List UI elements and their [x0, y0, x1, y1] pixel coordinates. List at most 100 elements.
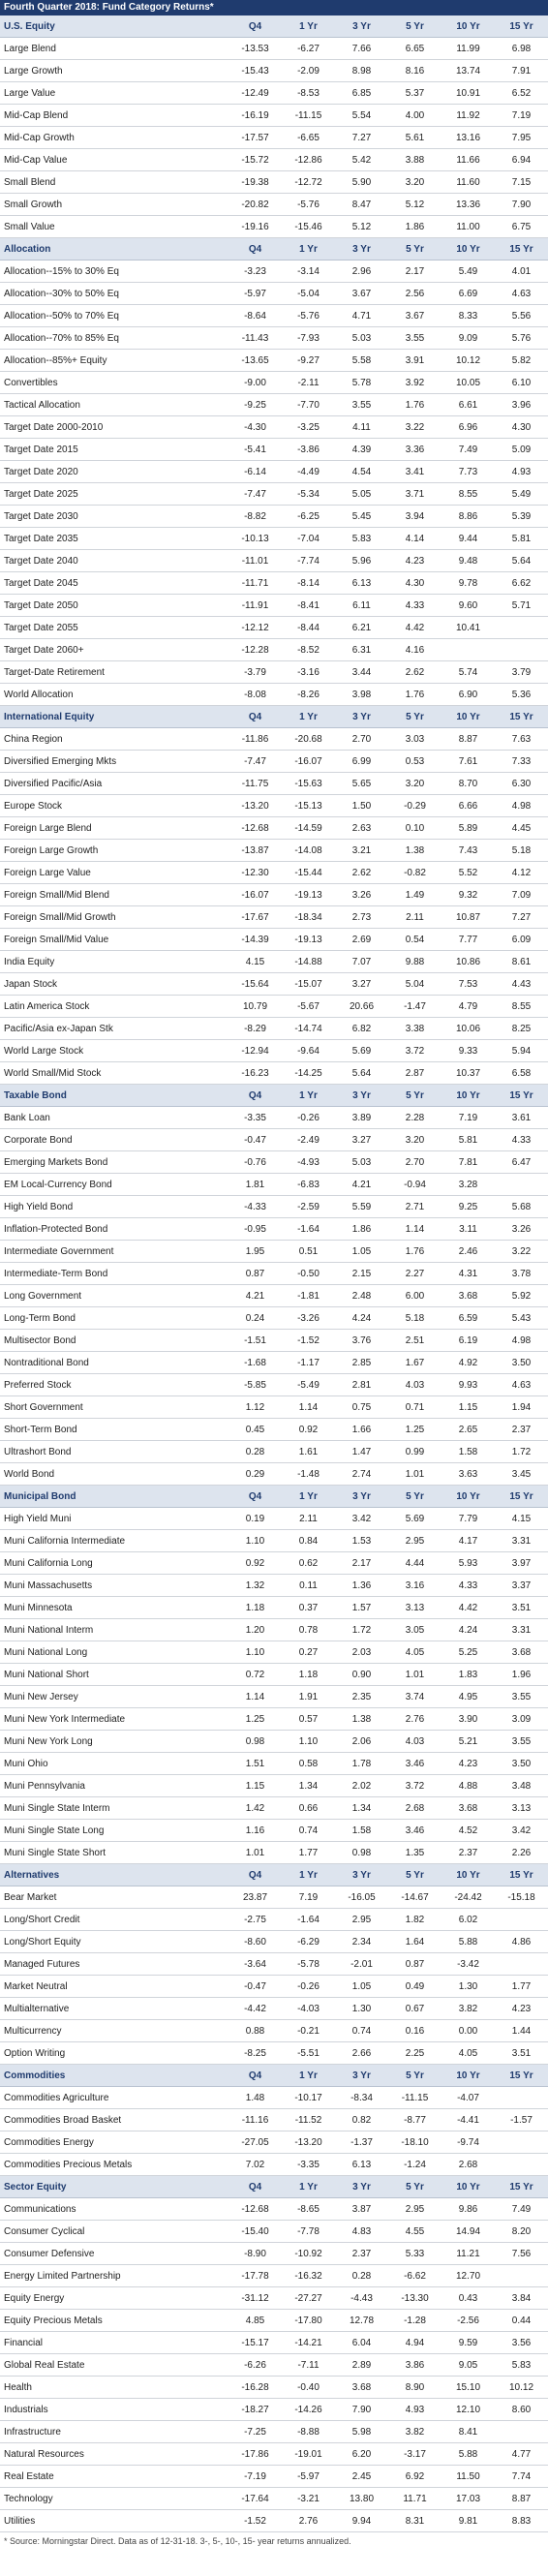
return-value: 10.91	[441, 81, 495, 105]
category-row: World Bond 0.29 -1.48 2.74 1.01 3.63 3.45	[0, 1462, 548, 1486]
return-value: 5.25	[441, 1641, 495, 1664]
return-value: -14.67	[388, 1886, 441, 1909]
return-value: -12.94	[228, 1039, 282, 1062]
return-value: 2.95	[388, 2197, 441, 2221]
return-value: 5.69	[335, 1039, 388, 1062]
category-row: Commodities Broad Basket -11.16 -11.52 0.82…	[0, 2108, 548, 2131]
category-name: Communications	[0, 2197, 228, 2221]
category-name: Target Date 2060+	[0, 638, 228, 661]
category-row: Target Date 2030 -8.82 -6.25 5.45 3.94 8.86 5.…	[0, 505, 548, 528]
category-name: Multialternative	[0, 1997, 228, 2020]
category-row: Target Date 2015 -5.41 -3.86 4.39 3.36 7.49 5.…	[0, 438, 548, 461]
return-value: 8.86	[441, 505, 495, 528]
category-row: Industrials -18.27 -14.26 7.90 4.93 12.10 8.60	[0, 2398, 548, 2421]
return-value: 0.92	[282, 1418, 335, 1441]
column-header: 1 Yr	[282, 705, 335, 728]
return-value: 4.21	[228, 1284, 282, 1307]
return-value: 10.86	[441, 950, 495, 973]
return-value: 1.81	[228, 1173, 282, 1196]
category-name: Muni Single State Interm	[0, 1796, 228, 1820]
return-value: 5.89	[441, 816, 495, 840]
return-value: 6.10	[495, 371, 548, 394]
return-value: 8.87	[441, 727, 495, 751]
return-value: 2.02	[335, 1774, 388, 1797]
return-value: -16.23	[228, 1061, 282, 1085]
category-name: Mid-Cap Blend	[0, 104, 228, 127]
return-value: 0.28	[228, 1440, 282, 1463]
column-header: Q4	[228, 1084, 282, 1107]
return-value: 1.30	[441, 1975, 495, 1998]
return-value: -8.77	[388, 2108, 441, 2131]
column-header: 3 Yr	[335, 2175, 388, 2198]
return-value: 6.92	[388, 2465, 441, 2488]
category-row: Muni California Long 0.92 0.62 2.17 4.44 5.93…	[0, 1551, 548, 1575]
category-row: Energy Limited Partnership -17.78 -16.32 0.…	[0, 2264, 548, 2287]
return-value: 4.33	[388, 594, 441, 617]
return-value: 1.05	[335, 1240, 388, 1263]
return-value: -15.43	[228, 59, 282, 82]
category-name: Target Date 2025	[0, 482, 228, 506]
return-value: 2.25	[388, 2041, 441, 2065]
category-name: Large Blend	[0, 37, 228, 60]
category-name: Target Date 2035	[0, 527, 228, 550]
return-value: 8.41	[441, 2420, 495, 2443]
category-row: Muni Single State Interm 1.42 0.66 1.34 2.68…	[0, 1796, 548, 1820]
return-value: -0.50	[282, 1262, 335, 1285]
category-row: Japan Stock -15.64 -15.07 3.27 5.04 7.53 4.43	[0, 972, 548, 996]
return-value: 1.36	[335, 1574, 388, 1597]
return-value: 1.15	[441, 1395, 495, 1419]
return-value: -15.64	[228, 972, 282, 996]
category-row: Mid-Cap Value -15.72 -12.86 5.42 3.88 11.66 6.…	[0, 148, 548, 171]
return-value: 10.12	[441, 349, 495, 372]
return-value: -15.46	[282, 215, 335, 238]
return-value: -5.85	[228, 1373, 282, 1396]
return-value: 1.34	[282, 1774, 335, 1797]
return-value: -1.68	[228, 1351, 282, 1374]
return-value: 3.90	[441, 1707, 495, 1731]
column-header: 10 Yr	[441, 2064, 495, 2087]
return-value: -11.86	[228, 727, 282, 751]
return-value: -14.21	[282, 2331, 335, 2354]
return-value: 2.37	[495, 1418, 548, 1441]
return-value: 4.23	[495, 1997, 548, 2020]
category-row: Muni Massachusetts 1.32 0.11 1.36 3.16 4.33 3.…	[0, 1574, 548, 1597]
return-value: 4.31	[441, 1262, 495, 1285]
category-row: India Equity 4.15 -14.88 7.07 9.88 10.86 8.61	[0, 950, 548, 973]
column-header: Q4	[228, 2064, 282, 2087]
category-row: Health -16.28 -0.40 3.68 8.90 15.10 10.12	[0, 2376, 548, 2399]
return-value: -6.62	[388, 2264, 441, 2287]
return-value: 1.01	[388, 1663, 441, 1686]
return-value: 0.44	[495, 2309, 548, 2332]
return-value: 1.47	[335, 1440, 388, 1463]
return-value: -3.64	[228, 1952, 282, 1976]
return-value: 4.24	[441, 1618, 495, 1641]
return-value: 0.11	[282, 1574, 335, 1597]
category-row: Mid-Cap Growth -17.57 -6.65 7.27 5.61 13.16 7.…	[0, 126, 548, 149]
return-value: 11.50	[441, 2465, 495, 2488]
category-name: Equity Precious Metals	[0, 2309, 228, 2332]
return-value: 1.58	[335, 1819, 388, 1842]
category-row: Consumer Cyclical -15.40 -7.78 4.83 4.55 14.9…	[0, 2220, 548, 2243]
return-value: 1.76	[388, 683, 441, 706]
return-value: 11.66	[441, 148, 495, 171]
return-value: 5.94	[495, 1039, 548, 1062]
return-value: 3.86	[388, 2353, 441, 2377]
return-value	[495, 2153, 548, 2176]
return-value: 2.03	[335, 1641, 388, 1664]
return-value: 1.96	[495, 1663, 548, 1686]
category-name: Long-Term Bond	[0, 1306, 228, 1330]
return-value: 4.93	[388, 2398, 441, 2421]
return-value: -0.82	[388, 861, 441, 884]
category-name: Muni Minnesota	[0, 1596, 228, 1619]
return-value: 10.37	[441, 1061, 495, 1085]
return-value: -4.93	[282, 1150, 335, 1174]
category-row: China Region -11.86 -20.68 2.70 3.03 8.87 7.63	[0, 727, 548, 751]
return-value	[495, 2264, 548, 2287]
return-value: 5.88	[441, 1930, 495, 1953]
return-value: 8.55	[441, 482, 495, 506]
return-value: 7.19	[282, 1886, 335, 1909]
category-row: High Yield Muni 0.19 2.11 3.42 5.69 7.79 4.15	[0, 1507, 548, 1530]
return-value: 5.12	[335, 215, 388, 238]
return-value: 1.76	[388, 1240, 441, 1263]
return-value: 0.98	[228, 1730, 282, 1753]
